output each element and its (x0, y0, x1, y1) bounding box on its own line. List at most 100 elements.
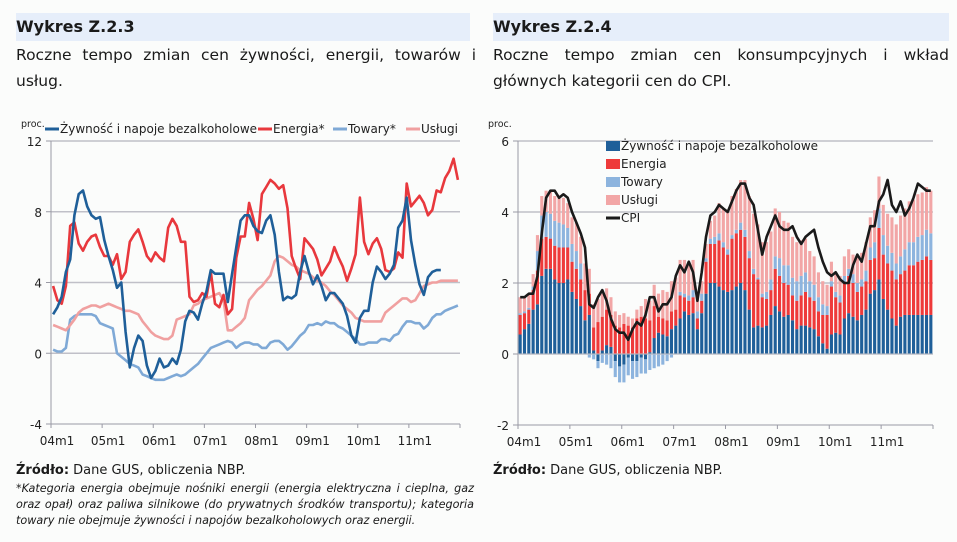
series-line-2 (52, 304, 459, 382)
line-chart: -4 0 4 8 12 04m1 05m1 06m1 07m1 08m1 09m1 10m1 11m1 p… (21, 119, 461, 448)
bar-segment-2 (920, 235, 924, 260)
bar-segment-1 (803, 291, 808, 326)
bar-segment-3 (648, 300, 652, 321)
bar-segment-0 (656, 332, 661, 354)
bar-segment-2 (527, 307, 531, 310)
bar-segment-2 (860, 279, 864, 287)
x-tick-label: 07m1 (662, 435, 697, 449)
bar-segment-2 (557, 222, 561, 248)
bar-segment-1 (631, 327, 635, 355)
bar-segment-0 (899, 316, 903, 354)
bar-segment-0 (648, 352, 652, 354)
bar-segment-1 (769, 290, 773, 315)
bar-segment-2 (877, 208, 881, 228)
bar-segment-0 (592, 350, 596, 354)
bar-segment-2 (518, 313, 522, 315)
bar-segment-2 (773, 256, 777, 269)
bar-segment-1 (535, 270, 540, 305)
y-tick-label: 0 (501, 348, 509, 362)
bar-segment-1 (566, 247, 570, 280)
bar-segment-3 (639, 306, 643, 317)
legend-label: Żywność i napoje bezalkoholowe (60, 121, 257, 136)
bar-segment-0 (894, 325, 898, 354)
bar-segment-3 (596, 298, 600, 323)
bar-segment-0 (665, 336, 669, 354)
bar-segment-0 (682, 311, 686, 354)
bar-segment-0 (825, 348, 829, 354)
bar-segment-0 (790, 320, 795, 354)
bar-segment-1 (730, 238, 734, 291)
bar-segment-3 (860, 252, 864, 280)
bar-segment-2 (911, 242, 916, 266)
bar-segment-2 (851, 274, 855, 284)
bar-segment-0 (847, 313, 851, 354)
bar-segment-0 (929, 314, 933, 354)
bar-segment-1 (777, 275, 782, 312)
bar-segment-0 (674, 325, 678, 354)
bar-segment-1 (687, 300, 691, 315)
bar-segment-0 (873, 290, 877, 354)
bar-segment-3 (752, 213, 756, 269)
x-tick-label: 09m1 (295, 434, 330, 448)
y-tick-label: 4 (34, 277, 42, 291)
bar-segment-2 (799, 275, 803, 296)
x-tick-label: 11m1 (870, 435, 905, 449)
y-tick-label: 8 (34, 206, 42, 220)
bar-segment-3 (756, 224, 760, 278)
bar-segment-3 (656, 293, 661, 317)
bar-segment-1 (570, 261, 574, 292)
bar-segment-1 (553, 245, 557, 280)
bar-segment-1 (795, 300, 799, 330)
bar-segment-2 (535, 251, 540, 271)
bar-segment-0 (587, 314, 591, 354)
legend-label: CPI (621, 211, 640, 225)
bar-segment-2 (687, 295, 691, 301)
bar-segment-1 (639, 316, 643, 354)
bar-segment-0 (886, 309, 890, 355)
bar-segment-1 (661, 318, 665, 335)
bar-segment-3 (894, 224, 898, 264)
bar-segment-2 (834, 291, 838, 298)
x-tick-label: 11m1 (398, 434, 433, 448)
source-label: Źródło: (493, 463, 547, 478)
bar-segment-2 (704, 258, 708, 262)
bar-segment-1 (669, 311, 674, 330)
bar-segment-3 (743, 180, 747, 230)
bar-segment-3 (522, 297, 527, 312)
bar-segment-0 (661, 334, 665, 354)
bar-segment-2 (747, 251, 751, 259)
bar-segment-1 (842, 283, 846, 319)
bar-segment-3 (816, 272, 820, 298)
bar-segment-1 (782, 283, 786, 317)
bar-segment-1 (756, 279, 760, 326)
bar-segment-1 (583, 290, 587, 321)
bar-segment-3 (613, 311, 617, 326)
bar-segment-0 (557, 283, 561, 354)
bar-segment-3 (518, 297, 522, 314)
x-tick-label: 07m1 (193, 434, 228, 448)
bar-segment-1 (821, 314, 825, 344)
x-tick-label: 04m1 (40, 434, 75, 448)
bar-segment-1 (790, 295, 795, 321)
bar-segment-2 (808, 281, 812, 298)
bar-segment-3 (579, 236, 583, 264)
bar-segment-2 (592, 354, 596, 360)
bar-segment-2 (739, 222, 743, 230)
bar-segment-2 (544, 212, 548, 237)
bar-segment-0 (769, 314, 773, 354)
bar-segment-1 (786, 284, 790, 315)
bar-segment-0 (877, 279, 881, 354)
bar-segment-2 (838, 295, 842, 303)
bar-segment-3 (838, 275, 842, 296)
bar-segment-1 (540, 238, 544, 276)
bar-segment-2 (700, 293, 704, 301)
legend-label: Towary* (347, 122, 396, 136)
bar-segment-2 (691, 290, 695, 298)
bar-segment-1 (557, 247, 561, 283)
legend-label: Usługi (621, 193, 658, 207)
bar-segment-3 (739, 180, 743, 223)
bar-segment-1 (691, 297, 695, 314)
bar-segment-3 (717, 203, 721, 234)
bar-segment-1 (518, 314, 522, 335)
bar-segment-1 (916, 261, 920, 315)
